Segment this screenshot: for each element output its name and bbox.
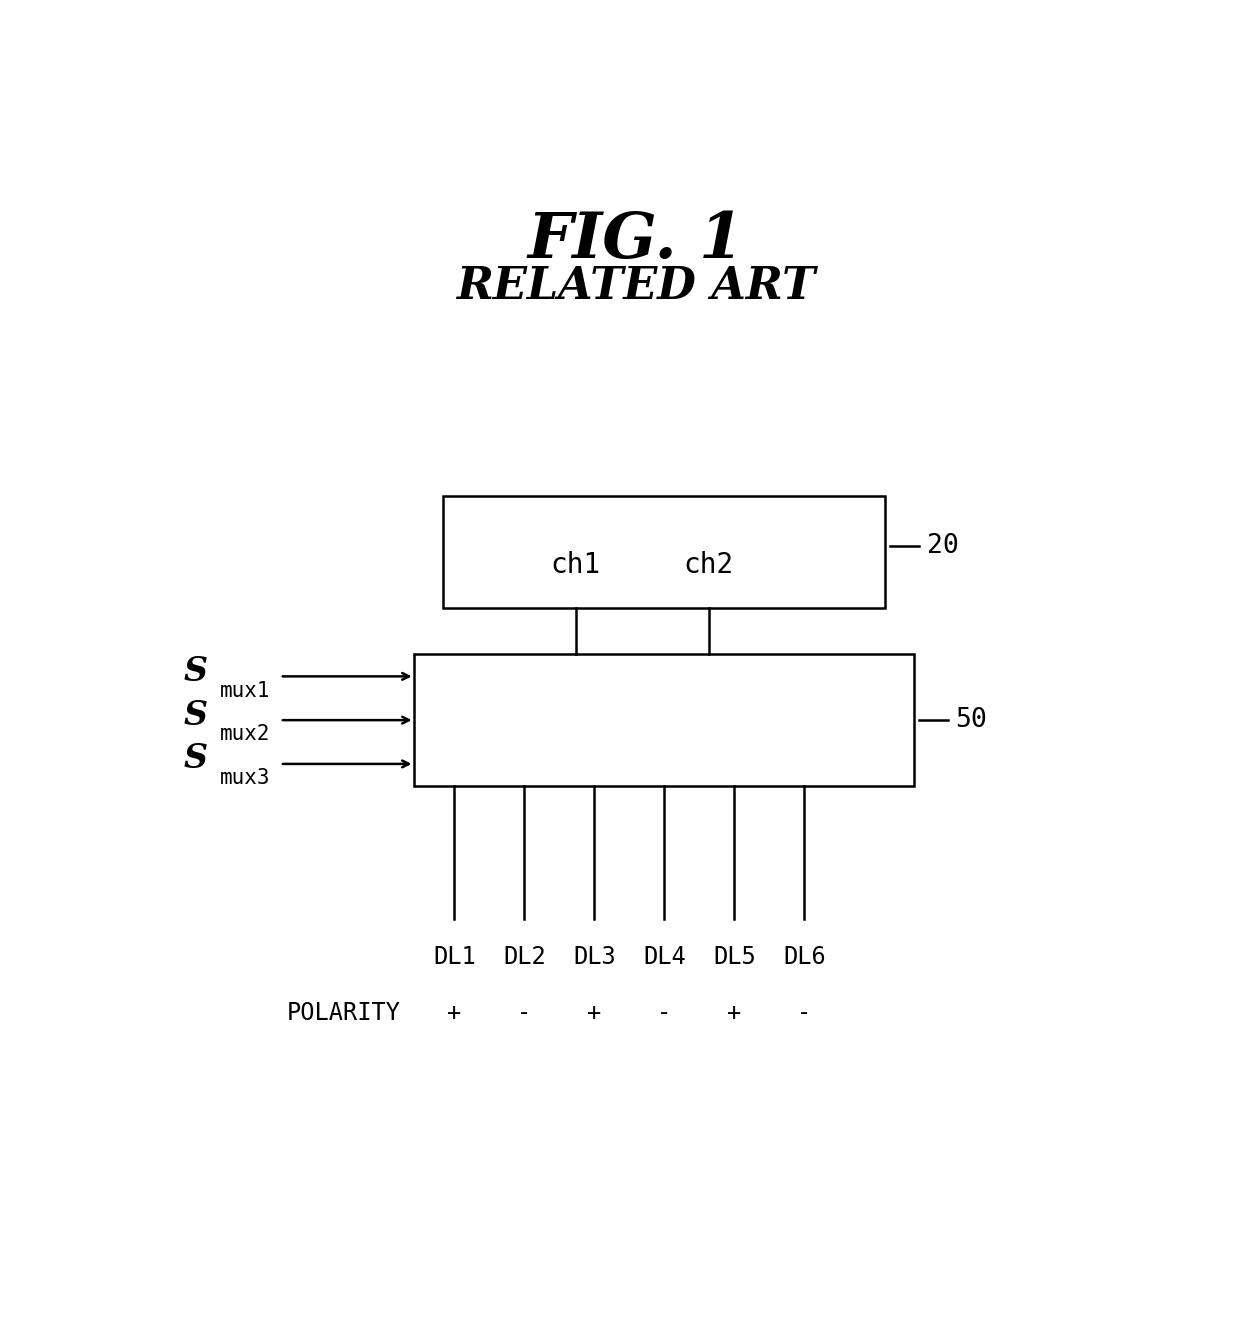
Bar bbox=[414, 653, 914, 787]
Text: -: - bbox=[657, 1000, 671, 1024]
Text: ch2: ch2 bbox=[683, 551, 734, 579]
Text: DL3: DL3 bbox=[573, 945, 616, 969]
Text: mux3: mux3 bbox=[221, 768, 270, 788]
Text: DL2: DL2 bbox=[503, 945, 546, 969]
Text: ch1: ch1 bbox=[551, 551, 601, 579]
Text: -: - bbox=[517, 1000, 532, 1024]
Text: POLARITY: POLARITY bbox=[286, 1000, 401, 1024]
Text: 50: 50 bbox=[956, 708, 987, 733]
Text: S: S bbox=[184, 698, 208, 731]
Text: DL4: DL4 bbox=[644, 945, 686, 969]
Text: +: + bbox=[727, 1000, 742, 1024]
Text: 20: 20 bbox=[926, 533, 959, 559]
Text: -: - bbox=[797, 1000, 811, 1024]
Text: mux2: mux2 bbox=[221, 725, 270, 745]
Text: S: S bbox=[184, 742, 208, 775]
Text: +: + bbox=[448, 1000, 461, 1024]
Text: S: S bbox=[184, 655, 208, 688]
Text: DL6: DL6 bbox=[782, 945, 826, 969]
Text: +: + bbox=[588, 1000, 601, 1024]
Text: mux1: mux1 bbox=[221, 681, 270, 701]
Bar bbox=[444, 496, 885, 608]
Text: DL1: DL1 bbox=[433, 945, 476, 969]
Text: DL5: DL5 bbox=[713, 945, 755, 969]
Text: RELATED ART: RELATED ART bbox=[456, 265, 815, 307]
Text: FIG. 1: FIG. 1 bbox=[527, 209, 744, 272]
